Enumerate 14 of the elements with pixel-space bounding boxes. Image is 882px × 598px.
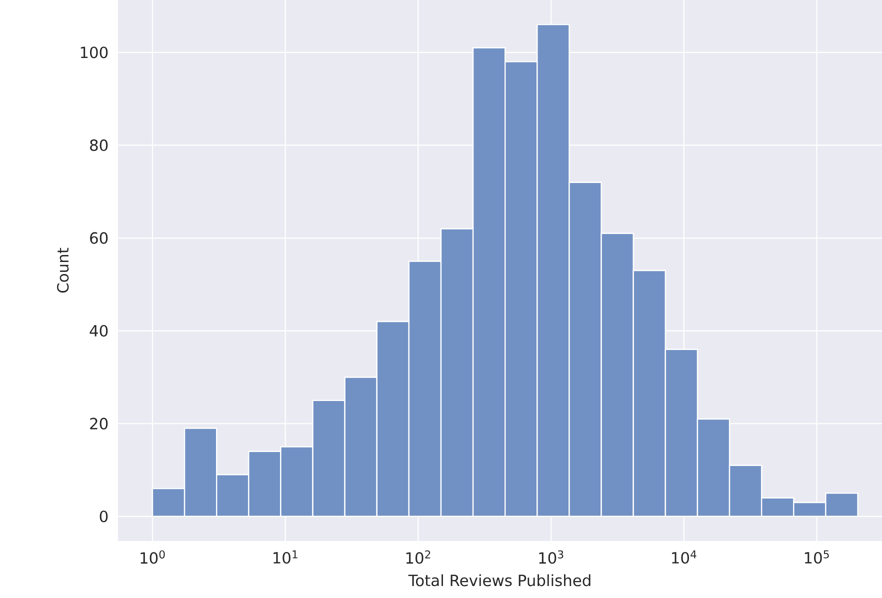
y-tick-label: 20 (90, 418, 108, 430)
y-tick-label: 40 (90, 324, 108, 337)
x-tick-label: 10$^{5}$ (804, 550, 829, 564)
y-tick-label: 0 (100, 510, 108, 522)
x-tick-label: 10$^{3}$ (539, 550, 564, 564)
x-tick-label: 10$^{4}$ (672, 550, 696, 564)
y-tick-label: 80 (90, 139, 108, 152)
x-axis-title: Total Reviews Published (408, 574, 590, 586)
x-tick-label: 10$^{1}$ (274, 550, 298, 564)
x-tick-label: 10$^{0}$ (140, 550, 165, 564)
y-tick-label: 60 (90, 232, 108, 244)
y-axis-title: Count (57, 248, 69, 293)
y-tick-label: 100 (80, 46, 108, 58)
x-tick-label: 10$^{2}$ (406, 550, 430, 564)
